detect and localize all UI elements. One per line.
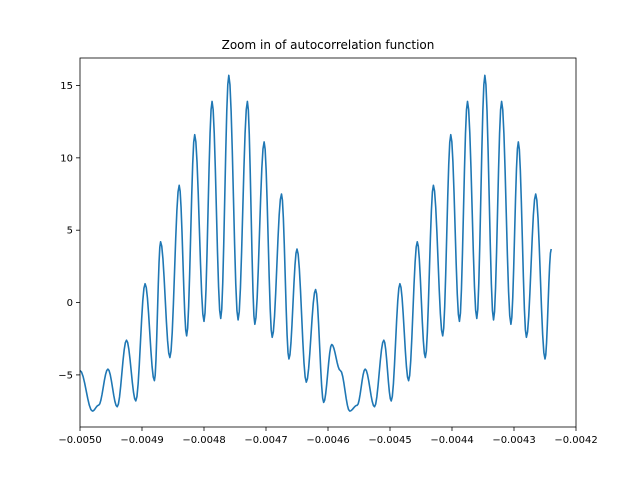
y-tick-label: 10 (60, 153, 73, 164)
x-tick-label: −0.0042 (554, 435, 597, 446)
y-tick-label: 5 (67, 226, 73, 237)
x-tick-label: −0.0045 (368, 435, 411, 446)
y-tick-label: 15 (60, 81, 73, 92)
plot-area (79, 74, 552, 412)
axes-frame (79, 57, 577, 428)
x-tick-label: −0.0048 (182, 435, 225, 446)
y-tick-label: −5 (58, 370, 73, 381)
x-tick-label: −0.0049 (120, 435, 163, 446)
series-line (79, 74, 552, 412)
chart-title: Zoom in of autocorrelation function (222, 38, 435, 52)
x-tick-label: −0.0050 (58, 435, 101, 446)
x-tick-label: −0.0046 (306, 435, 349, 446)
y-axis: −5 0 5 10 15 (58, 81, 80, 381)
x-tick-label: −0.0047 (244, 435, 287, 446)
x-axis: −0.0050 −0.0049 −0.0048 −0.0047 −0.0046 −0.00… (58, 427, 598, 446)
x-tick-label: −0.0044 (430, 435, 473, 446)
x-tick-label: −0.0043 (492, 435, 535, 446)
y-tick-label: 0 (67, 298, 73, 309)
